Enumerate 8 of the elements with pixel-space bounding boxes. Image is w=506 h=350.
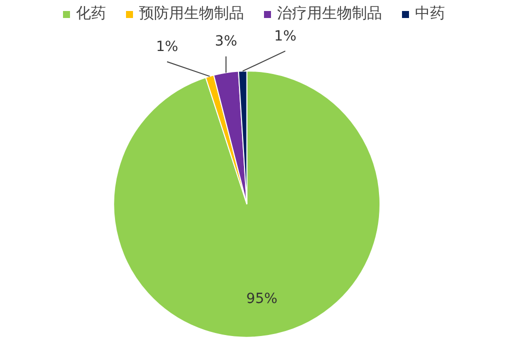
data-label: 95%: [246, 290, 278, 307]
data-label: 1%: [274, 28, 296, 44]
legend-label: 中药: [415, 4, 445, 23]
legend-label: 化药: [76, 4, 106, 23]
data-label: 1%: [156, 39, 178, 56]
legend-label: 预防用生物制品: [139, 4, 244, 23]
data-label: 3%: [214, 34, 238, 50]
legend-label: 治疗用生物制品: [277, 4, 382, 23]
